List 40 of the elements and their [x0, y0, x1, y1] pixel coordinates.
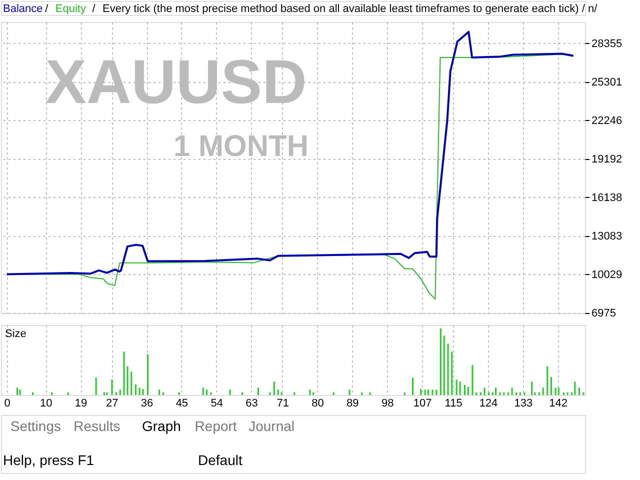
- text: Balance: [3, 3, 43, 15]
- x-tick-label: 45: [176, 398, 188, 410]
- text: Results: [74, 418, 120, 434]
- text: Equity: [55, 3, 86, 15]
- y-tick-label: 16138: [592, 192, 622, 204]
- y-tick-label: 10029: [592, 268, 622, 281]
- y-tick-label: 19192: [592, 153, 622, 166]
- annotation: XAUUSD: [45, 48, 307, 117]
- text: Report: [194, 418, 237, 434]
- x-tick-label: 0: [4, 398, 10, 410]
- x-tick-label: 89: [346, 398, 359, 410]
- x-tick-label: 27: [106, 398, 118, 410]
- x-tick-label: 133: [514, 398, 533, 410]
- text: /: [45, 3, 50, 15]
- text: Journal: [248, 418, 295, 434]
- x-tick-label: 71: [276, 398, 289, 410]
- text: /: [92, 3, 96, 15]
- text: Help, press F1: [3, 452, 94, 468]
- x-tick-label: 124: [479, 398, 498, 410]
- x-tick-label: 10: [40, 398, 52, 410]
- y-tick-label: 13083: [592, 230, 622, 242]
- y-axis-title: Size: [5, 328, 26, 340]
- y-tick-label: 6975: [592, 308, 616, 320]
- y-tick-label: 28355: [592, 38, 622, 50]
- x-tick-label: 80: [312, 398, 324, 410]
- x-tick-label: 107: [413, 398, 432, 410]
- x-tick-label: 54: [210, 398, 223, 410]
- x-tick-label: 142: [549, 398, 568, 410]
- chart-title: Every tick (the most precise method based on all available least timeframes to generate each tick) / n/: [102, 3, 598, 15]
- text: Graph: [142, 418, 181, 434]
- x-tick-label: 115: [444, 398, 462, 410]
- x-tick-label: 19: [74, 398, 88, 410]
- x-tick-label: 63: [246, 398, 258, 410]
- x-tick-label: 36: [140, 398, 154, 410]
- y-tick-label: 22246: [592, 114, 622, 127]
- text: Default: [198, 452, 242, 468]
- x-tick-label: 98: [381, 398, 394, 410]
- y-tick-label: 25301: [592, 76, 622, 88]
- line-series: [6, 30, 574, 276]
- text: Settings: [10, 418, 61, 434]
